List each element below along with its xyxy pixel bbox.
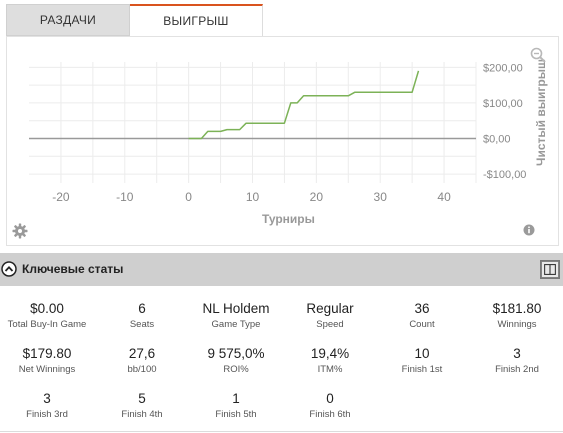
divider xyxy=(0,431,563,432)
x-tick-label: -10 xyxy=(116,190,134,204)
stat-label: Finish 3rd xyxy=(26,409,68,420)
stat-label: Count xyxy=(409,319,435,330)
stat-label: Finish 5th xyxy=(215,409,257,420)
stat-value: 9 575,0% xyxy=(207,346,265,361)
stat-value: 6 xyxy=(138,301,146,316)
info-icon[interactable] xyxy=(523,224,535,236)
stat-value: $181.80 xyxy=(492,301,542,316)
stat-label: bb/100 xyxy=(127,364,157,375)
stat-item: 3 Finish 3rd xyxy=(0,390,94,421)
stat-item: 36 Count xyxy=(375,300,469,331)
key-stats-header[interactable]: Ключевые статы xyxy=(0,253,563,286)
stat-value: NL Holdem xyxy=(202,301,270,316)
panel-toggle-icon[interactable] xyxy=(540,260,560,279)
y-tick-label: -$100,00 xyxy=(483,169,526,181)
winnings-chart-panel: -20 -10 0 10 20 30 40 -$100,00 $0,00 $100,00 $200,… xyxy=(6,36,559,246)
stat-item: 5 Finish 4th xyxy=(95,390,189,421)
stat-value: 1 xyxy=(232,391,240,406)
stat-value: 19,4% xyxy=(310,346,350,361)
stat-value: 5 xyxy=(138,391,146,406)
stat-label: Winnings xyxy=(497,319,537,330)
stat-value: Regular xyxy=(306,301,354,316)
x-axis-label: Турниры xyxy=(262,212,315,226)
stat-item: 1 Finish 5th xyxy=(189,390,283,421)
stat-label: Speed xyxy=(316,319,344,330)
stat-label: Finish 2nd xyxy=(495,364,539,375)
stat-label: Finish 6th xyxy=(309,409,351,420)
tab-hands[interactable]: РАЗДАЧИ xyxy=(6,4,130,36)
stat-label: Game Type xyxy=(211,319,261,330)
key-stats-grid: $0.00 Total Buy-In Game 6 Seats NL Holdem Gam… xyxy=(0,290,563,430)
chevron-up-icon[interactable] xyxy=(1,261,17,277)
stat-value: 3 xyxy=(43,391,51,406)
stat-value: 10 xyxy=(414,346,430,361)
stat-item: NL Holdem Game Type xyxy=(189,300,283,331)
stat-item: 0 Finish 6th xyxy=(283,390,377,421)
stat-item: 10 Finish 1st xyxy=(375,345,469,376)
y-axis-label: Чистый выигрыш xyxy=(534,59,548,166)
stat-item: $0.00 Total Buy-In Game xyxy=(0,300,94,331)
stat-value: 36 xyxy=(414,301,430,316)
stat-label: Finish 1st xyxy=(401,364,443,375)
stat-value: 0 xyxy=(326,391,334,406)
stat-value: $179.80 xyxy=(22,346,72,361)
tab-winnings[interactable]: ВЫИГРЫШ xyxy=(130,4,263,36)
tab-bar: РАЗДАЧИ ВЫИГРЫШ xyxy=(0,0,563,36)
x-tick-label: 0 xyxy=(185,190,192,204)
winnings-chart: -20 -10 0 10 20 30 40 -$100,00 $0,00 $100,00 $200,… xyxy=(29,59,548,226)
zoom-icon[interactable] xyxy=(530,47,546,63)
stat-label: ITM% xyxy=(317,364,343,375)
stat-label: Net Winnings xyxy=(18,364,76,375)
stat-label: Finish 4th xyxy=(121,409,163,420)
stat-item: 9 575,0% ROI% xyxy=(189,345,283,376)
x-tick-label: 20 xyxy=(310,190,324,204)
stat-item: 6 Seats xyxy=(95,300,189,331)
x-tick-label: 10 xyxy=(246,190,260,204)
y-tick-label: $200,00 xyxy=(483,62,523,74)
winnings-series-line xyxy=(188,70,420,140)
stat-value: $0.00 xyxy=(30,301,64,316)
stat-label: Total Buy-In Game xyxy=(7,319,87,330)
stat-label: ROI% xyxy=(223,364,249,375)
key-stats-title: Ключевые статы xyxy=(22,262,124,276)
stat-value: 27,6 xyxy=(128,346,156,361)
y-tick-label: $100,00 xyxy=(483,98,523,110)
y-tick-label: $0,00 xyxy=(483,134,511,146)
stat-item: 19,4% ITM% xyxy=(283,345,377,376)
x-tick-label: 30 xyxy=(374,190,388,204)
stat-item: Regular Speed xyxy=(283,300,377,331)
gear-icon[interactable] xyxy=(12,223,28,239)
stat-item: $179.80 Net Winnings xyxy=(0,345,94,376)
stat-item: $181.80 Winnings xyxy=(470,300,563,331)
stat-item: 3 Finish 2nd xyxy=(470,345,563,376)
stat-label: Seats xyxy=(129,319,155,330)
stat-item: 27,6 bb/100 xyxy=(95,345,189,376)
stat-value: 3 xyxy=(513,346,521,361)
x-tick-label: 40 xyxy=(437,190,451,204)
x-tick-label: -20 xyxy=(52,190,70,204)
